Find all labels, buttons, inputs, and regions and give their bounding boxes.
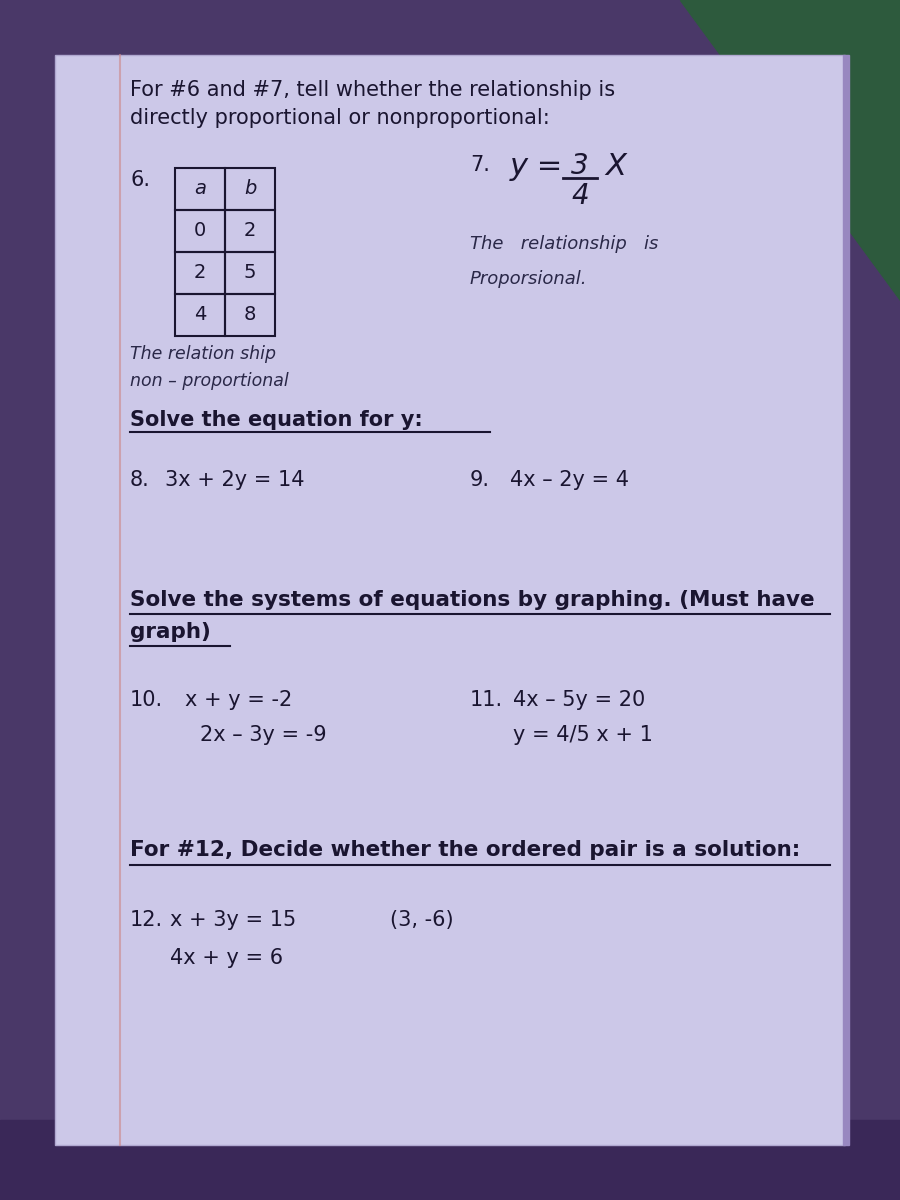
Text: 2: 2	[244, 222, 256, 240]
Text: x + 3y = 15: x + 3y = 15	[170, 910, 296, 930]
Text: graph): graph)	[130, 622, 211, 642]
Text: x + y = -2: x + y = -2	[185, 690, 292, 710]
Text: 0: 0	[194, 222, 206, 240]
Text: Proporsional.: Proporsional.	[470, 270, 588, 288]
Bar	[175, 252, 225, 294]
Text: b: b	[244, 180, 256, 198]
Text: 12.: 12.	[130, 910, 163, 930]
Text: The   relationship   is: The relationship is	[470, 235, 659, 253]
Text: 4: 4	[572, 182, 589, 210]
Text: 8.: 8.	[130, 470, 149, 490]
Bar	[225, 294, 275, 336]
Text: Solve the equation for y:: Solve the equation for y:	[130, 410, 423, 430]
Text: 9.: 9.	[470, 470, 490, 490]
Text: 4x – 5y = 20: 4x – 5y = 20	[513, 690, 645, 710]
Text: a: a	[194, 180, 206, 198]
Bar	[175, 294, 225, 336]
Text: For #12, Decide whether the ordered pair is a solution:: For #12, Decide whether the ordered pair…	[130, 840, 800, 860]
Text: (3, -6): (3, -6)	[390, 910, 454, 930]
Polygon shape	[680, 0, 900, 300]
Text: directly proportional or nonproportional:: directly proportional or nonproportional…	[130, 108, 550, 128]
Text: For #6 and #7, tell whether the relationship is: For #6 and #7, tell whether the relation…	[130, 80, 615, 100]
Text: 2x – 3y = -9: 2x – 3y = -9	[200, 725, 327, 745]
Bar	[225, 210, 275, 252]
Text: X: X	[605, 152, 626, 181]
Bar	[175, 168, 225, 210]
Text: 10.: 10.	[130, 690, 163, 710]
Text: 4x – 2y = 4: 4x – 2y = 4	[510, 470, 629, 490]
Text: 2: 2	[194, 264, 206, 282]
Text: 11.: 11.	[470, 690, 503, 710]
Bar	[225, 252, 275, 294]
Text: 4x + y = 6: 4x + y = 6	[170, 948, 284, 968]
Text: y = 4/5 x + 1: y = 4/5 x + 1	[513, 725, 652, 745]
Text: Solve the systems of equations by graphing. (Must have: Solve the systems of equations by graphi…	[130, 590, 814, 610]
Bar	[0, 1120, 900, 1200]
Text: non – proportional: non – proportional	[130, 372, 289, 390]
Text: 7.: 7.	[470, 155, 490, 175]
Text: 4: 4	[194, 306, 206, 324]
Bar	[225, 168, 275, 210]
Text: The relation ship: The relation ship	[130, 346, 276, 362]
FancyBboxPatch shape	[55, 55, 845, 1145]
Bar	[175, 210, 225, 252]
Text: 3x + 2y = 14: 3x + 2y = 14	[165, 470, 304, 490]
Bar	[843, 55, 849, 1145]
Text: y =: y =	[510, 152, 563, 181]
Text: 5: 5	[244, 264, 256, 282]
Text: 8: 8	[244, 306, 256, 324]
Text: 3: 3	[572, 152, 589, 180]
Text: 6.: 6.	[130, 170, 150, 190]
